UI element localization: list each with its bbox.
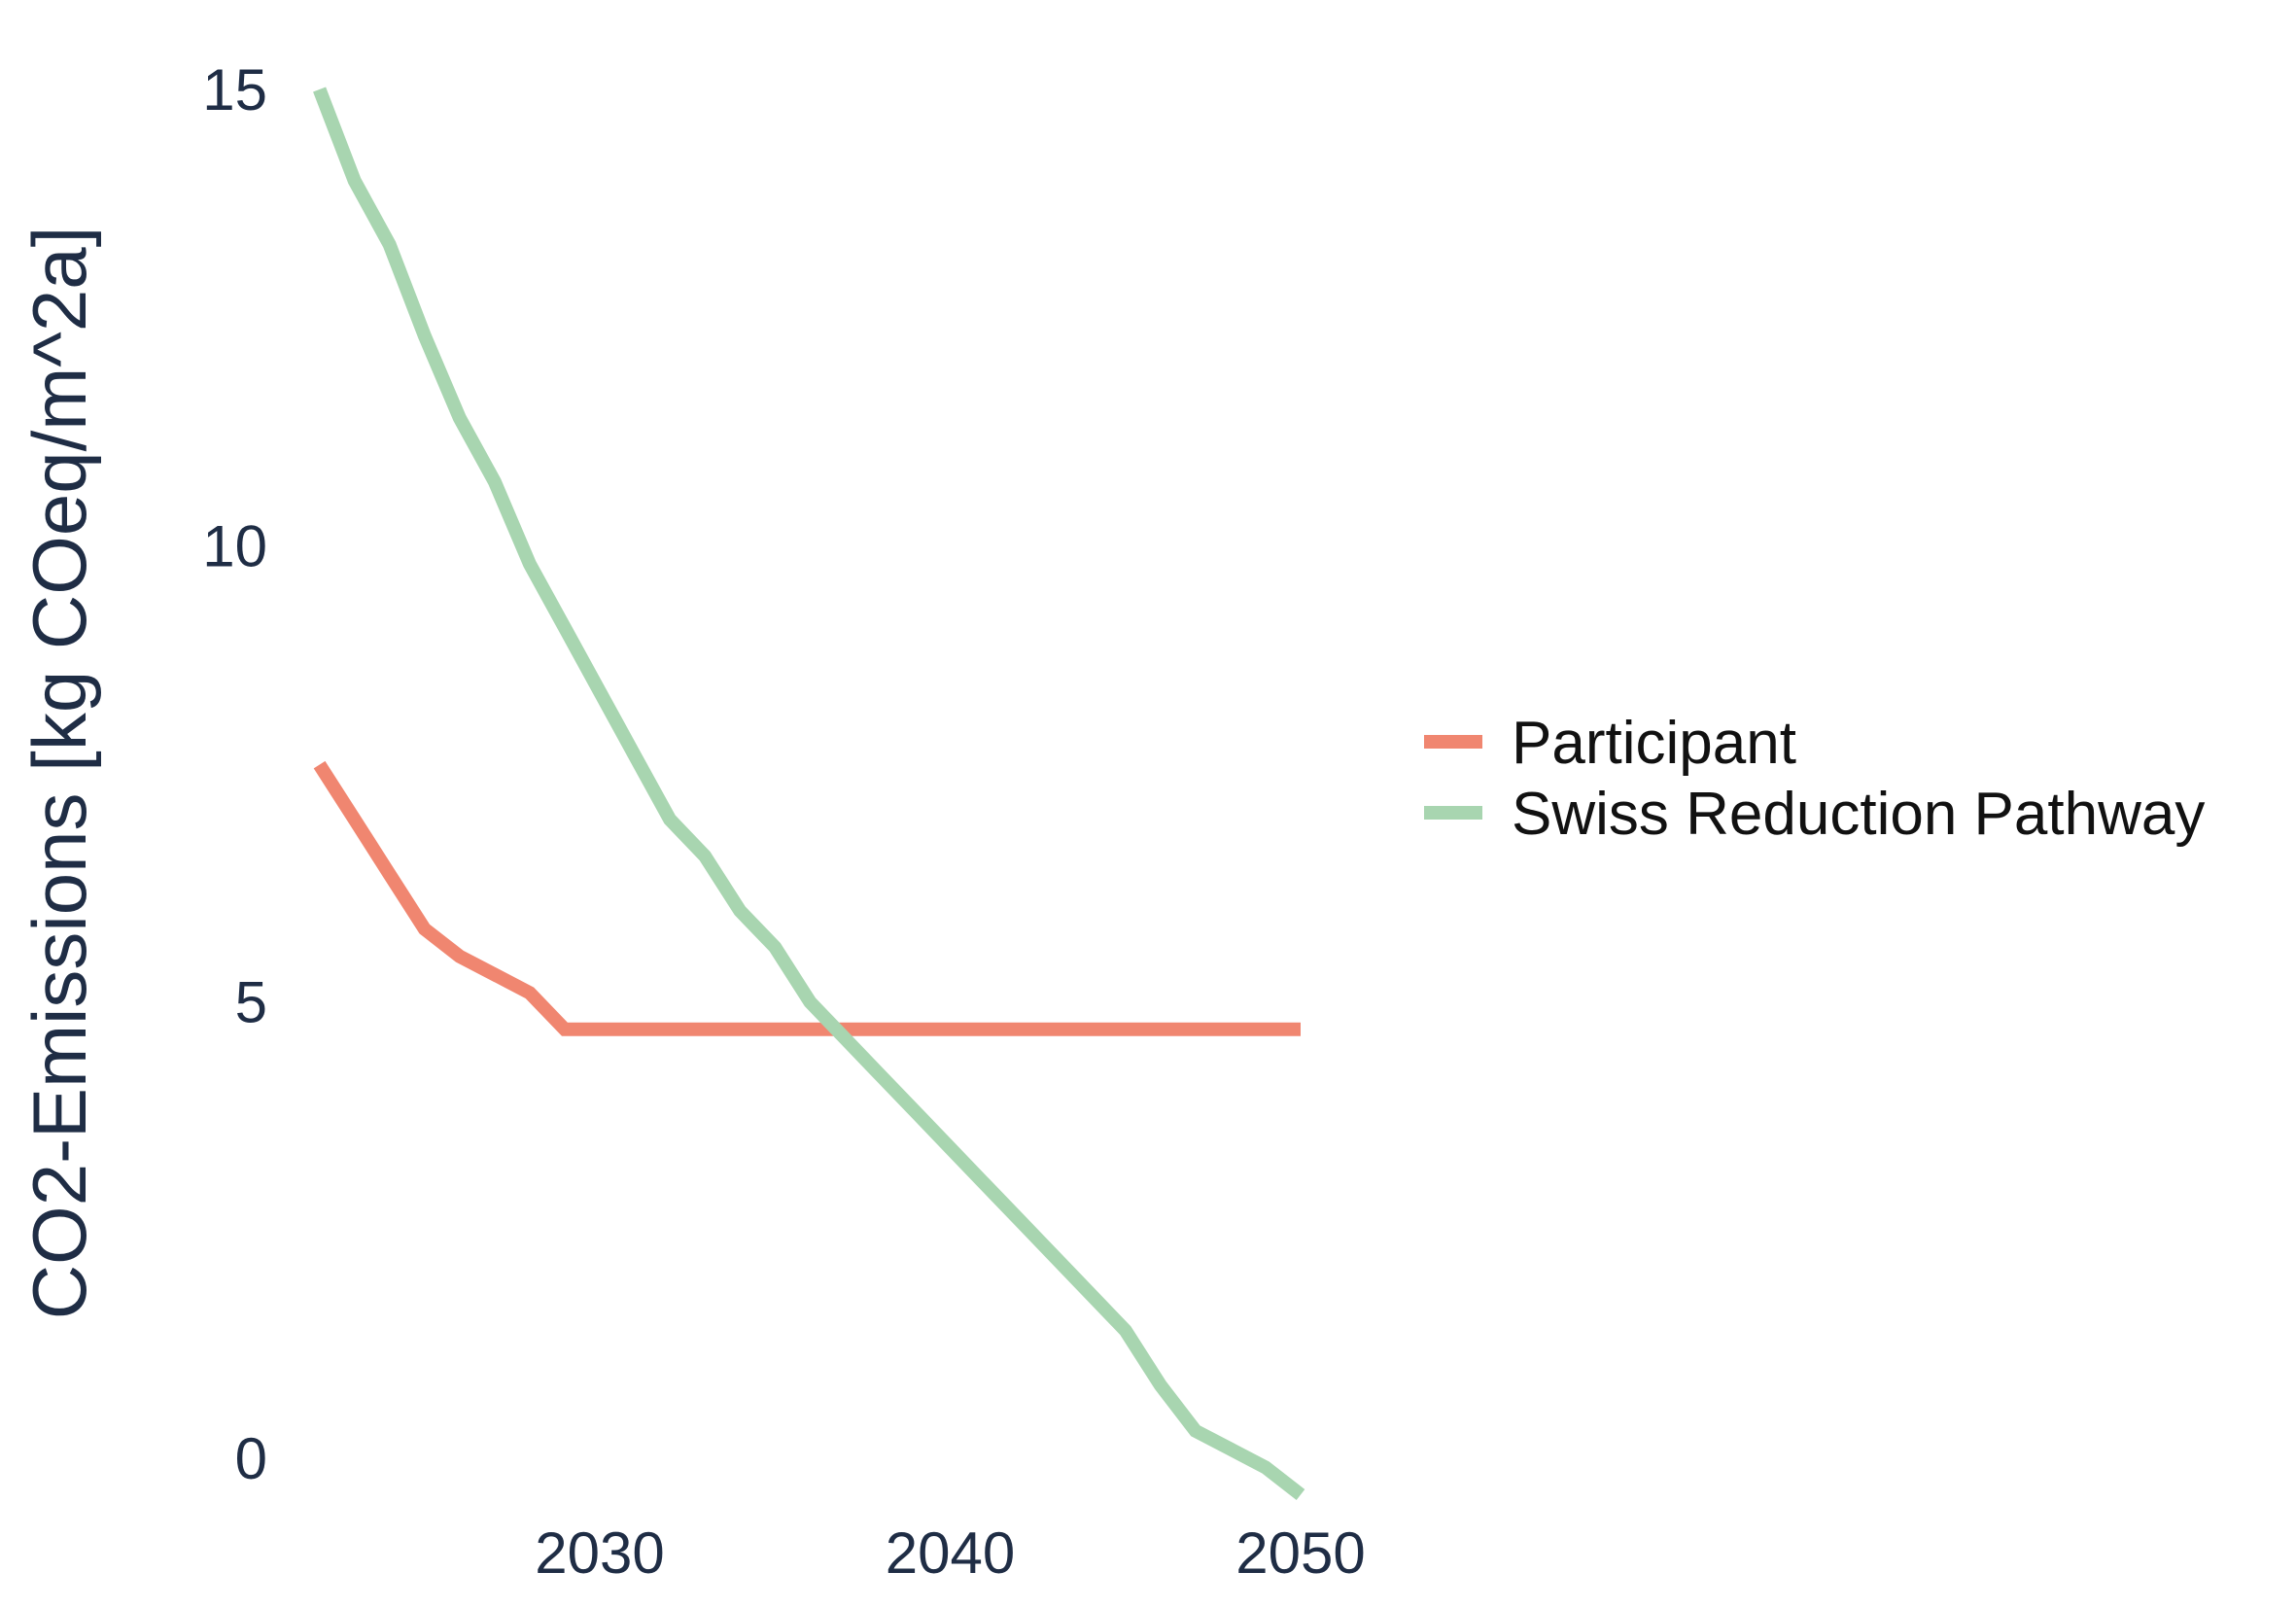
series-line-1 (313, 87, 1305, 1501)
legend-label-1: Swiss Reduction Pathway (1512, 781, 2205, 848)
x-tick-label: 2040 (886, 1520, 1015, 1586)
y-axis-title: CO2-Emissions [kg COeq/m^2a] (17, 227, 102, 1320)
legend-label-0: Participant (1512, 710, 1796, 777)
y-tick-label: 15 (202, 57, 267, 122)
series-layer (313, 87, 1305, 1501)
x-axis-ticks: 2030 2040 2050 (535, 1520, 1365, 1586)
series-line-0 (313, 760, 1301, 1036)
y-tick-label: 0 (235, 1426, 267, 1491)
x-tick-label: 2050 (1235, 1520, 1365, 1586)
y-axis-ticks: 0 5 10 15 (202, 57, 267, 1491)
y-tick-label: 5 (235, 970, 267, 1035)
y-tick-label: 10 (202, 513, 267, 578)
x-tick-label: 2030 (535, 1520, 664, 1586)
